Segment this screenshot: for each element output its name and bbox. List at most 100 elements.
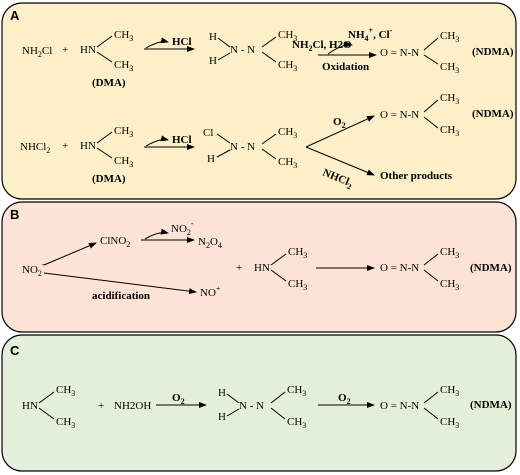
a2-inter-bond-cl xyxy=(216,133,231,144)
a2-reactant-nhcl2: NHCl2 xyxy=(20,141,50,155)
a1-udmh-bond-h2 xyxy=(217,52,231,61)
a1-arrow-2-byproduct: NH4+, Cl- xyxy=(348,26,393,43)
a1-reactant-nh2cl: NH2Cl xyxy=(22,45,52,59)
panel-b: B NO2- ClNO2 NO2- N2O4 acidification NO+… xyxy=(1,201,517,333)
b-dma-bond-top xyxy=(270,253,287,266)
c-udmh-bond-bot xyxy=(270,407,286,420)
a1-udmh-h-top: H xyxy=(209,31,217,43)
a2-product-bond-top xyxy=(423,99,439,113)
b-plus: + xyxy=(236,262,242,274)
a1-product-ch3-top: CH3 xyxy=(440,30,459,44)
a2-dma-hn: HN xyxy=(80,140,96,152)
a1-product-core: O = N-N xyxy=(380,47,419,59)
panel-a-box xyxy=(1,2,517,200)
c-arrow-2-label: O2 xyxy=(338,392,351,406)
a2-plus: + xyxy=(62,140,68,152)
a1-product-bond-bot xyxy=(423,54,439,65)
a1-udmh-h-bot: H xyxy=(209,55,217,67)
b-product-ch3-bot: CH3 xyxy=(440,278,459,292)
a2-arrow-1-label: HCl xyxy=(172,134,192,146)
panel-c: C HN CH3 CH3 + NH2OH O2 H H N - N CH3 CH… xyxy=(1,334,517,472)
a2-arrow-down xyxy=(305,146,375,176)
b-arrow-clno2 xyxy=(43,242,97,266)
a2-arrow-up xyxy=(305,115,375,148)
a1-dma-hn: HN xyxy=(80,44,96,56)
a1-udmh-core: N - N xyxy=(230,44,255,56)
a2-inter-bond-h xyxy=(216,149,231,158)
c-udmh-bond-h2 xyxy=(226,408,240,417)
panel-c-box xyxy=(1,334,517,472)
a1-dma-ch3-bot: CH3 xyxy=(114,59,133,73)
b-no2-minus: NO2- xyxy=(171,219,194,237)
c-udmh-ch3-top: CH3 xyxy=(287,384,306,398)
b-no-plus: NO+ xyxy=(200,284,221,299)
c-udmh-bond-h1 xyxy=(226,393,240,404)
c-nh2oh: NH2OH xyxy=(114,400,151,412)
a2-dma-bond-bot xyxy=(96,147,113,159)
panel-a: A NH2Cl + HN CH3 CH3 (DMA) HCl H H N - N… xyxy=(1,2,517,200)
a2-product-name: (NDMA) xyxy=(472,108,514,120)
a1-udmh-ch3-bot: CH3 xyxy=(278,59,297,73)
a2-product-bond-bot xyxy=(423,116,439,129)
c-plus: + xyxy=(98,400,104,412)
c-product-ch3-bot: CH3 xyxy=(440,416,459,430)
b-product-name: (NDMA) xyxy=(470,262,512,274)
c-dma-bond-top xyxy=(38,391,55,404)
a2-inter-bond-top xyxy=(261,133,277,145)
c-product-name: (NDMA) xyxy=(470,399,512,411)
c-product-bond-bot xyxy=(423,407,439,420)
b-dma-ch3-bot: CH3 xyxy=(288,278,307,292)
a1-product-ch3-bot: CH3 xyxy=(440,61,459,75)
a2-inter-ch3-bot: CH3 xyxy=(278,156,297,170)
b-clno2: ClNO2 xyxy=(100,235,130,249)
a2-product-core: O = N-N xyxy=(380,109,419,121)
a2-product-ch3-top: CH3 xyxy=(440,92,459,106)
a1-dma-label: (DMA) xyxy=(92,77,126,89)
c-dma-hn: HN xyxy=(22,400,38,412)
c-udmh-core: N - N xyxy=(239,400,264,412)
a2-inter-bond-bot xyxy=(261,148,277,160)
c-product-ch3-top: CH3 xyxy=(440,384,459,398)
a1-plus: + xyxy=(62,44,68,56)
a2-arrow-1-curl xyxy=(145,135,169,147)
a1-arrow-1-label: HCl xyxy=(172,36,192,48)
b-product-bond-top xyxy=(423,253,439,266)
a2-inter-ch3-top: CH3 xyxy=(278,126,297,140)
panel-a-row2: NHCl2 + HN CH3 CH3 (DMA) HCl Cl H N - N … xyxy=(20,92,514,191)
b-product-ch3-top: CH3 xyxy=(440,246,459,260)
a1-arrow-2-reagent: NH2Cl, H2O xyxy=(292,39,352,53)
a1-arrow-1-curl xyxy=(145,37,169,49)
panel-b-box xyxy=(1,201,517,333)
a1-udmh-bond-bot xyxy=(261,51,277,63)
a2-inter-core: N - N xyxy=(230,141,255,153)
c-udmh-bond-top xyxy=(270,391,286,404)
c-udmh-h-bot: H xyxy=(218,411,226,423)
a2-dma-bond-top xyxy=(96,131,113,144)
a2-inter-cl: Cl xyxy=(203,127,213,139)
c-arrow-1-label: O2 xyxy=(172,392,185,406)
c-udmh-ch3-bot: CH3 xyxy=(287,416,306,430)
a2-inter-h: H xyxy=(207,153,215,165)
b-arrow-n2o4-curl xyxy=(144,228,169,240)
panel-a-label: A xyxy=(10,8,20,23)
a2-dma-ch3-top: CH3 xyxy=(114,125,133,139)
a1-dma-bond-top xyxy=(96,35,113,48)
b-acid-label: acidification xyxy=(92,290,150,302)
a2-arrow-up-label: O2 xyxy=(333,116,346,130)
b-nitrite: NO2- xyxy=(22,260,45,278)
b-product-core: O = N-N xyxy=(380,262,419,274)
a1-dma-ch3-top: CH3 xyxy=(114,29,133,43)
panel-a-row1: NH2Cl + HN CH3 CH3 (DMA) HCl H H N - N C… xyxy=(22,26,514,89)
a1-arrow-2-curl xyxy=(327,41,353,55)
a2-product-ch3-bot: CH3 xyxy=(440,124,459,138)
b-n2o4: N2O4 xyxy=(198,236,222,250)
b-arrow-no-plus xyxy=(43,272,197,295)
a1-udmh-ch3-top: CH3 xyxy=(278,29,297,43)
b-dma-bond-bot xyxy=(270,269,287,282)
a2-dma-label: (DMA) xyxy=(92,173,126,185)
a2-dma-ch3-bot: CH3 xyxy=(114,155,133,169)
panel-b-label: B xyxy=(10,207,19,222)
a2-other-products: Other products xyxy=(380,170,453,182)
a1-udmh-bond-h1 xyxy=(217,37,231,48)
